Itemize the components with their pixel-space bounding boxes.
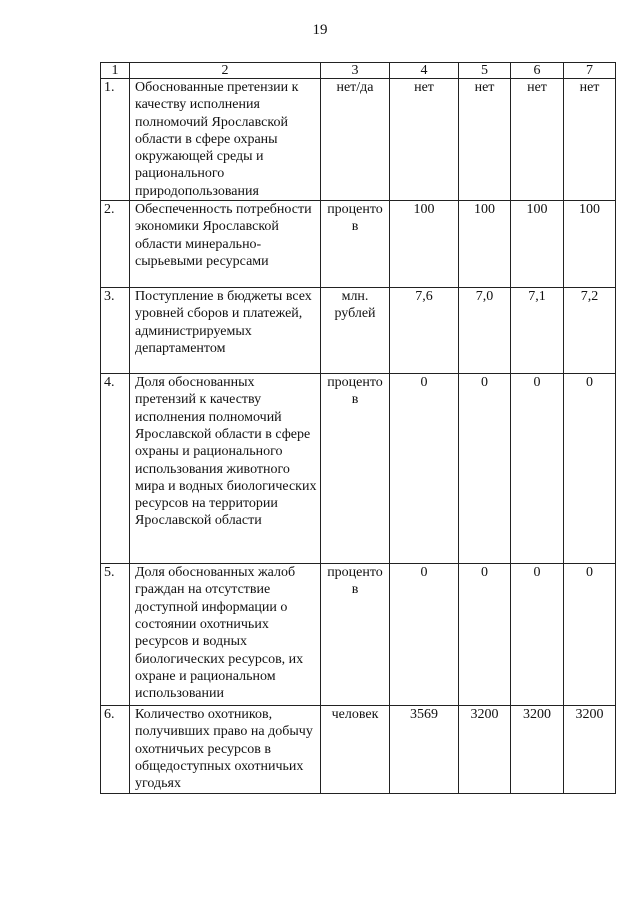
value-cell: 100 xyxy=(510,200,564,289)
value-cell: 100 xyxy=(563,200,616,289)
value-cell: 0 xyxy=(458,563,511,707)
column-header: 5 xyxy=(458,62,511,79)
indicator-name: Количество охотников, получивших право н… xyxy=(129,705,321,794)
value-cell: 3569 xyxy=(389,705,459,794)
indicator-name: Доля обоснованных претензий к качеству и… xyxy=(129,373,321,565)
value-cell: нет xyxy=(458,77,511,202)
unit: процентов xyxy=(320,563,390,707)
row-number: 3. xyxy=(100,287,130,375)
value-cell: 0 xyxy=(510,563,564,707)
value-cell: 100 xyxy=(389,200,459,289)
column-header: 1 xyxy=(100,62,130,79)
table-row: 6. Количество охотников, получивших право… xyxy=(100,705,616,794)
column-header: 6 xyxy=(510,62,564,79)
value-cell: 3200 xyxy=(510,705,564,794)
indicator-name: Поступление в бюджеты всех уровней сборо… xyxy=(129,287,321,375)
value-cell: 7,2 xyxy=(563,287,616,375)
value-cell: 0 xyxy=(458,373,511,565)
unit: процентов xyxy=(320,200,390,289)
value-cell: 100 xyxy=(458,200,511,289)
table-row: 2. Обеспеченность потребности экономики Я… xyxy=(100,200,616,289)
unit: нет/да xyxy=(320,77,390,202)
page-number: 19 xyxy=(312,22,328,38)
row-number: 1. xyxy=(100,77,130,202)
value-cell: 0 xyxy=(389,373,459,565)
value-cell: 7,0 xyxy=(458,287,511,375)
column-header: 4 xyxy=(389,62,459,79)
value-cell: 0 xyxy=(563,563,616,707)
table-row: 3. Поступление в бюджеты всех уровней сбо… xyxy=(100,287,616,375)
header-row: 1 2 3 4 5 6 7 xyxy=(100,62,616,79)
value-cell: 7,6 xyxy=(389,287,459,375)
value-cell: 3200 xyxy=(458,705,511,794)
value-cell: нет xyxy=(510,77,564,202)
value-cell: 3200 xyxy=(563,705,616,794)
unit: процентов xyxy=(320,373,390,565)
table-row: 1. Обоснованные претензии к качеству испо… xyxy=(100,77,616,202)
unit: млн. рублей xyxy=(320,287,390,375)
table-row: 5. Доля обоснованных жалоб граждан на отс… xyxy=(100,563,616,707)
value-cell: 0 xyxy=(563,373,616,565)
unit: человек xyxy=(320,705,390,794)
column-header: 7 xyxy=(563,62,616,79)
row-number: 5. xyxy=(100,563,130,707)
indicator-name: Обоснованные претензии к качеству исполн… xyxy=(129,77,321,202)
column-header: 3 xyxy=(320,62,390,79)
value-cell: нет xyxy=(563,77,616,202)
value-cell: нет xyxy=(389,77,459,202)
row-number: 2. xyxy=(100,200,130,289)
indicator-name: Доля обоснованных жалоб граждан на отсут… xyxy=(129,563,321,707)
indicators-table: 1 2 3 4 5 6 7 1. Обоснованные претензии к… xyxy=(100,62,616,794)
indicator-name: Обеспеченность потребности экономики Яро… xyxy=(129,200,321,289)
value-cell: 0 xyxy=(510,373,564,565)
value-cell: 0 xyxy=(389,563,459,707)
row-number: 4. xyxy=(100,373,130,565)
value-cell: 7,1 xyxy=(510,287,564,375)
row-number: 6. xyxy=(100,705,130,794)
column-header: 2 xyxy=(129,62,321,79)
table-row: 4. Доля обоснованных претензий к качеству… xyxy=(100,373,616,565)
